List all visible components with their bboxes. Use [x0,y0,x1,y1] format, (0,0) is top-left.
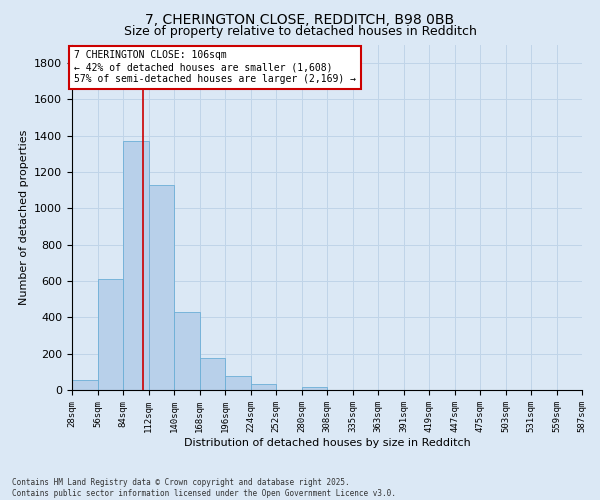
Bar [72,380,97,390]
X-axis label: Distribution of detached houses by size in Redditch: Distribution of detached houses by size … [184,438,470,448]
Bar [174,312,199,390]
Bar [97,279,123,390]
Text: Size of property relative to detached houses in Redditch: Size of property relative to detached ho… [124,25,476,38]
Bar [225,376,251,390]
Text: 7 CHERINGTON CLOSE: 106sqm
← 42% of detached houses are smaller (1,608)
57% of s: 7 CHERINGTON CLOSE: 106sqm ← 42% of deta… [74,50,356,84]
Y-axis label: Number of detached properties: Number of detached properties [19,130,29,305]
Bar [199,358,225,390]
Bar [251,384,276,390]
Text: Contains HM Land Registry data © Crown copyright and database right 2025.
Contai: Contains HM Land Registry data © Crown c… [12,478,396,498]
Bar [149,185,174,390]
Bar [123,141,149,390]
Bar [302,388,327,390]
Text: 7, CHERINGTON CLOSE, REDDITCH, B98 0BB: 7, CHERINGTON CLOSE, REDDITCH, B98 0BB [145,12,455,26]
